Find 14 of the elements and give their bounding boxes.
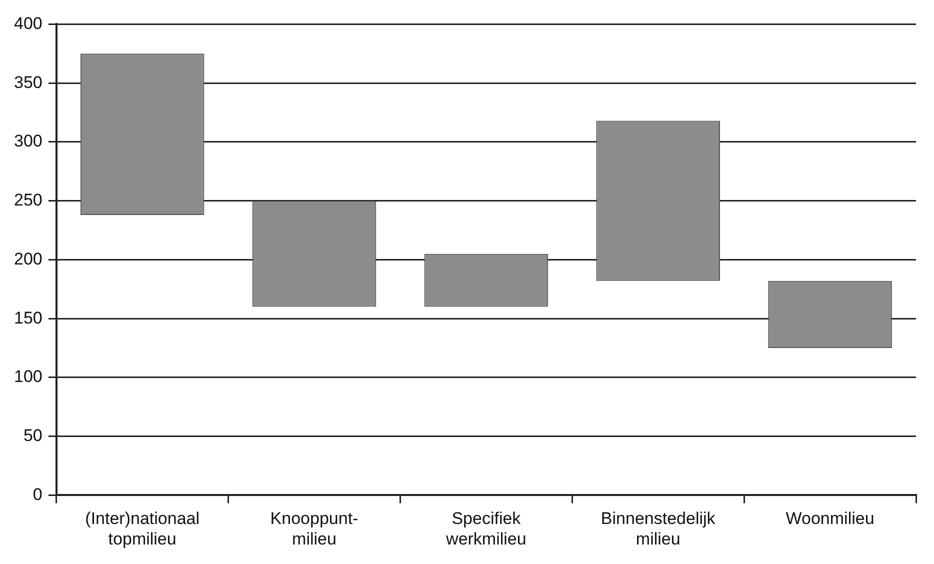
x-tick-label: Specifiek werkmilieu bbox=[445, 509, 526, 548]
y-tick-label: 100 bbox=[14, 367, 42, 386]
y-tick-label: 0 bbox=[32, 484, 42, 504]
y-tick-label: 300 bbox=[14, 132, 42, 151]
y-tick-label: 350 bbox=[14, 72, 42, 92]
y-tick-label: 50 bbox=[23, 426, 42, 446]
x-tick-label: Woonmilieu bbox=[786, 509, 874, 528]
x-tick-label: Binnenstedelijk milieu bbox=[600, 509, 716, 548]
y-tick-label: 400 bbox=[14, 14, 42, 33]
x-tick-label: Knooppunt- milieu bbox=[270, 509, 358, 548]
y-tick-label: 250 bbox=[14, 190, 42, 210]
y-tick-label: 200 bbox=[14, 249, 42, 268]
y-tick-label: 150 bbox=[14, 308, 42, 328]
x-tick-label: (Inter)nationaal topmilieu bbox=[85, 509, 200, 548]
